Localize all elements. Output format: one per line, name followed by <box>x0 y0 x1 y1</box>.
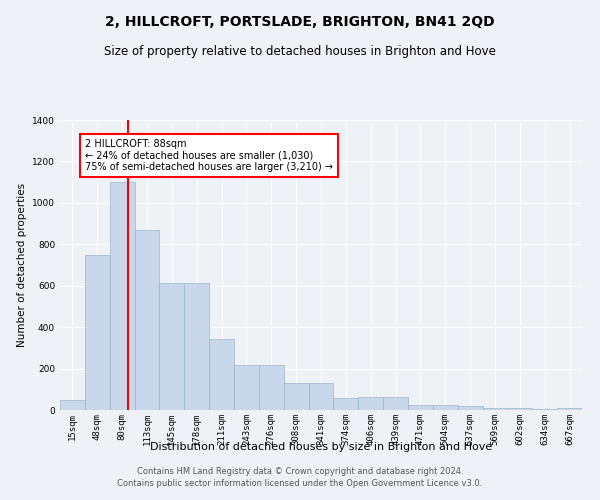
Bar <box>458 406 482 410</box>
Bar <box>508 408 532 410</box>
Bar <box>134 230 160 410</box>
Bar <box>160 282 184 410</box>
Text: Size of property relative to detached houses in Brighton and Hove: Size of property relative to detached ho… <box>104 45 496 58</box>
Y-axis label: Number of detached properties: Number of detached properties <box>17 183 26 347</box>
Bar <box>60 400 85 410</box>
Text: 2 HILLCROFT: 88sqm
← 24% of detached houses are smaller (1,030)
75% of semi-deta: 2 HILLCROFT: 88sqm ← 24% of detached hou… <box>85 138 333 172</box>
Bar <box>433 405 458 410</box>
Bar <box>482 408 508 410</box>
Text: Contains public sector information licensed under the Open Government Licence v3: Contains public sector information licen… <box>118 478 482 488</box>
Bar <box>259 366 284 410</box>
Bar <box>209 338 234 410</box>
Bar <box>234 366 259 410</box>
Bar <box>532 409 557 410</box>
Bar <box>408 405 433 410</box>
Bar <box>358 396 383 410</box>
Bar <box>85 254 110 410</box>
Bar <box>284 383 308 410</box>
Text: Distribution of detached houses by size in Brighton and Hove: Distribution of detached houses by size … <box>150 442 492 452</box>
Text: 2, HILLCROFT, PORTSLADE, BRIGHTON, BN41 2QD: 2, HILLCROFT, PORTSLADE, BRIGHTON, BN41 … <box>105 15 495 29</box>
Bar <box>334 398 358 410</box>
Text: Contains HM Land Registry data © Crown copyright and database right 2024.: Contains HM Land Registry data © Crown c… <box>137 467 463 476</box>
Bar <box>383 396 408 410</box>
Bar <box>110 182 134 410</box>
Bar <box>308 383 334 410</box>
Bar <box>184 282 209 410</box>
Bar <box>557 408 582 410</box>
